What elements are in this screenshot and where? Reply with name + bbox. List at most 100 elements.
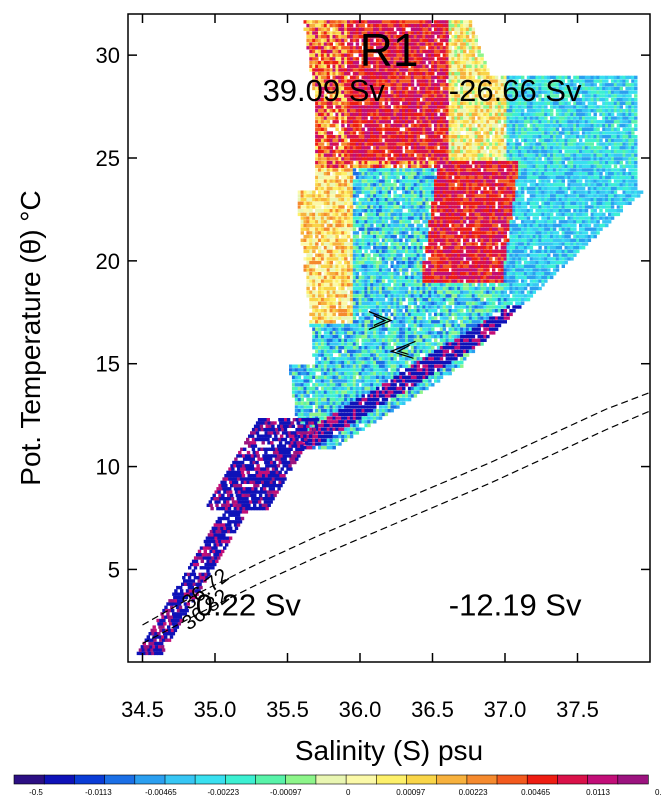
heatmap-cell (439, 201, 444, 205)
heatmap-cell (500, 290, 505, 294)
heatmap-cell (352, 286, 357, 291)
heatmap-cell (428, 375, 432, 379)
heatmap-cell (364, 264, 368, 268)
heatmap-cell (405, 283, 409, 287)
heatmap-cell (425, 305, 429, 309)
heatmap-cell (303, 220, 307, 224)
heatmap-cell (347, 212, 351, 217)
heatmap-cell (396, 197, 400, 202)
heatmap-cell (370, 342, 374, 346)
heatmap-cell (399, 257, 403, 261)
heatmap-cell (355, 353, 360, 357)
heatmap-cell (410, 283, 415, 287)
heatmap-cell (521, 301, 525, 305)
heatmap-cell (318, 297, 322, 302)
heatmap-cell (364, 227, 368, 231)
heatmap-cell (347, 286, 351, 291)
heatmap-cell (474, 316, 478, 320)
heatmap-cell (492, 186, 496, 191)
heatmap-cell (335, 242, 339, 246)
heatmap-cell (425, 334, 429, 339)
heatmap-cell (471, 183, 476, 187)
heatmap-cell (552, 257, 557, 261)
heatmap-cell (570, 257, 574, 261)
heatmap-cell (474, 331, 478, 335)
heatmap-cell (338, 216, 342, 220)
heatmap-cell (471, 342, 476, 346)
heatmap-cell (407, 397, 412, 402)
heatmap-cell (381, 349, 386, 354)
heatmap-cell (587, 190, 592, 194)
heatmap-cell (570, 242, 574, 246)
heatmap-cell (390, 260, 394, 265)
heatmap-cell (402, 194, 406, 198)
heatmap-cell (393, 242, 397, 246)
heatmap-cell (378, 368, 383, 372)
heatmap-cell (349, 342, 354, 346)
heatmap-cell (378, 283, 383, 287)
heatmap-cell (573, 175, 577, 180)
heatmap-cell (341, 264, 345, 268)
heatmap-cell (318, 227, 322, 231)
heatmap-cell (431, 290, 435, 294)
heatmap-cell (442, 342, 447, 346)
heatmap-cell (323, 375, 328, 379)
heatmap-cell (355, 327, 360, 331)
heatmap-cell (364, 294, 368, 298)
heatmap-cell (364, 401, 368, 405)
heatmap-cell (436, 275, 441, 280)
heatmap-cell (312, 272, 316, 276)
heatmap-cell (320, 297, 325, 302)
heatmap-cell (581, 238, 586, 242)
heatmap-cell (474, 342, 478, 346)
heatmap-cell (434, 260, 438, 265)
heatmap-cell (512, 190, 516, 194)
heatmap-cell (413, 216, 418, 220)
heatmap-cell (373, 416, 377, 420)
heatmap-cell (573, 216, 577, 220)
heatmap-cell (376, 216, 380, 220)
heatmap-cell (378, 312, 383, 317)
heatmap-cell (352, 260, 357, 265)
heatmap-cell (445, 220, 449, 224)
heatmap-cell (474, 179, 478, 183)
heatmap-cell (315, 220, 319, 224)
heatmap-cell (463, 253, 467, 257)
heatmap-cell (454, 275, 458, 280)
heatmap-cell (552, 253, 557, 257)
heatmap-cell (599, 209, 603, 213)
heatmap-cell (425, 279, 429, 283)
heatmap-cell (373, 357, 377, 361)
heatmap-cell (419, 309, 423, 313)
heatmap-cell (312, 320, 316, 324)
heatmap-cell (599, 197, 603, 202)
heatmap-cell (320, 368, 325, 372)
heatmap-cell (448, 331, 452, 335)
heatmap-cell (318, 346, 322, 350)
heatmap-cell (312, 201, 316, 205)
heatmap-cell (338, 246, 342, 250)
heatmap-cell (471, 272, 476, 276)
heatmap-cell (393, 179, 397, 183)
heatmap-cell (338, 371, 342, 376)
heatmap-cell (584, 212, 589, 217)
heatmap-cell (349, 423, 354, 428)
heatmap-cell (367, 412, 371, 417)
heatmap-cell (416, 264, 420, 268)
heatmap-cell (378, 275, 383, 280)
heatmap-cell (500, 301, 505, 305)
heatmap-cell (384, 364, 389, 368)
heatmap-cell (454, 338, 458, 342)
heatmap-cell (320, 212, 325, 217)
heatmap-cell (289, 368, 293, 372)
heatmap-cell (419, 357, 423, 361)
heatmap-cell (431, 327, 435, 331)
heatmap-cell (509, 249, 513, 254)
heatmap-cell (442, 279, 447, 283)
heatmap-cell (309, 283, 313, 287)
heatmap-cell (529, 179, 534, 183)
heatmap-cell (596, 212, 600, 217)
heatmap-cell (338, 338, 342, 342)
heatmap-cell (477, 301, 481, 305)
heatmap-cell (500, 312, 505, 317)
